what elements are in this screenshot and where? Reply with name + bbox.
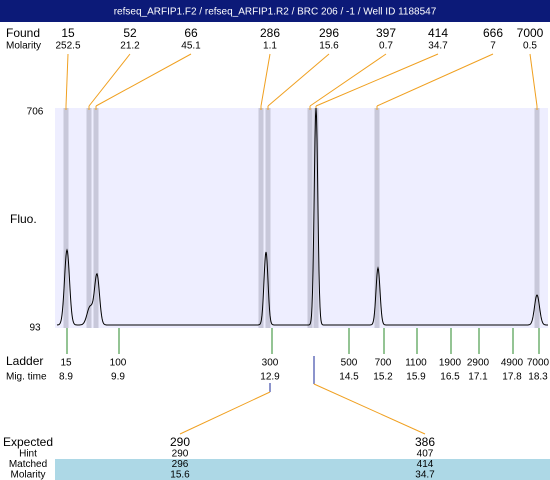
peak-link bbox=[376, 53, 494, 107]
ladder-size: 700 bbox=[375, 358, 392, 369]
expected-link bbox=[313, 383, 426, 435]
y-axis-label: Fluo. bbox=[10, 212, 37, 226]
found-size: 52 bbox=[123, 26, 137, 40]
found-size: 414 bbox=[428, 26, 448, 40]
mig-time: 14.5 bbox=[339, 372, 359, 383]
peak-band bbox=[313, 108, 319, 328]
molarity-row bbox=[55, 470, 550, 480]
found-molarity: 15.6 bbox=[319, 41, 339, 52]
expected-cell: 407 bbox=[417, 449, 434, 460]
ladder-label: Ladder bbox=[6, 354, 43, 368]
mig-time: 9.9 bbox=[111, 372, 125, 383]
found-molarity: 34.7 bbox=[428, 41, 448, 52]
ladder-size: 1100 bbox=[405, 358, 427, 369]
peak-link bbox=[88, 53, 131, 107]
found-molarity: 45.1 bbox=[181, 41, 201, 52]
peak-link bbox=[529, 53, 538, 107]
expected-cell: 34.7 bbox=[415, 470, 435, 480]
peak-band bbox=[258, 108, 264, 328]
expected-row-label: Molarity bbox=[10, 470, 45, 480]
peak-link bbox=[65, 53, 69, 107]
found-molarity: 7 bbox=[490, 41, 496, 52]
found-molarity: 1.1 bbox=[263, 41, 277, 52]
peak-band bbox=[265, 108, 271, 328]
peak-link bbox=[260, 53, 271, 107]
found-size: 397 bbox=[376, 26, 396, 40]
found-molarity: 0.7 bbox=[379, 41, 393, 52]
mig-time: 12.9 bbox=[260, 372, 280, 383]
molarity-label: Molarity bbox=[6, 41, 41, 52]
mig-time: 15.9 bbox=[406, 372, 426, 383]
mig-time: 17.8 bbox=[502, 372, 522, 383]
title: refseq_ARFIP1.F2 / refseq_ARFIP1.R2 / BR… bbox=[114, 7, 437, 18]
expected-cell: 290 bbox=[172, 449, 189, 460]
expected-cell: 414 bbox=[417, 459, 434, 470]
ladder-size: 500 bbox=[341, 358, 358, 369]
mig-time: 15.2 bbox=[373, 372, 393, 383]
ladder-size: 15 bbox=[60, 358, 72, 369]
peak-link bbox=[309, 53, 387, 107]
expected-cell: 296 bbox=[172, 459, 189, 470]
found-size: 666 bbox=[483, 26, 503, 40]
matched-row bbox=[55, 459, 550, 470]
found-molarity: 21.2 bbox=[120, 41, 140, 52]
y-min-label: 93 bbox=[29, 323, 41, 334]
peak-link bbox=[315, 53, 439, 107]
found-size: 66 bbox=[184, 26, 198, 40]
peak-band bbox=[534, 108, 540, 328]
found-molarity: 252.5 bbox=[55, 41, 80, 52]
peak-link bbox=[95, 53, 192, 107]
expected-row-label: Expected bbox=[3, 435, 53, 449]
found-molarity: 0.5 bbox=[523, 41, 537, 52]
found-size: 7000 bbox=[517, 26, 544, 40]
found-label: Found bbox=[6, 26, 40, 40]
peak-band bbox=[63, 108, 69, 328]
peak-band bbox=[93, 108, 99, 328]
mig-time: 8.9 bbox=[59, 372, 73, 383]
y-max-label: 706 bbox=[27, 107, 44, 118]
expected-cell: 290 bbox=[170, 435, 190, 449]
peak-link bbox=[267, 53, 330, 107]
found-size: 15 bbox=[61, 26, 75, 40]
ladder-size: 1900 bbox=[439, 358, 462, 369]
title-bar bbox=[0, 0, 550, 22]
ladder-size: 2900 bbox=[467, 358, 490, 369]
ladder-size: 300 bbox=[262, 358, 279, 369]
expected-cell: 15.6 bbox=[170, 470, 190, 480]
found-size: 296 bbox=[319, 26, 339, 40]
trace bbox=[56, 107, 548, 326]
ladder-size: 7000 bbox=[527, 358, 550, 369]
peak-band bbox=[374, 108, 380, 328]
ladder-size: 100 bbox=[110, 358, 127, 369]
peak-band bbox=[307, 108, 313, 328]
mig-time: 16.5 bbox=[440, 372, 460, 383]
mig-time-label: Mig. time bbox=[6, 372, 47, 383]
expected-cell: 386 bbox=[415, 435, 435, 449]
expected-link bbox=[179, 391, 271, 435]
ladder-size: 4900 bbox=[501, 358, 524, 369]
expected-row-label: Hint bbox=[19, 449, 37, 460]
mig-time: 17.1 bbox=[468, 372, 488, 383]
peak-band bbox=[86, 108, 92, 328]
mig-time: 18.3 bbox=[528, 372, 548, 383]
found-size: 286 bbox=[260, 26, 280, 40]
expected-row-label: Matched bbox=[9, 459, 47, 470]
plot-area bbox=[55, 108, 548, 328]
